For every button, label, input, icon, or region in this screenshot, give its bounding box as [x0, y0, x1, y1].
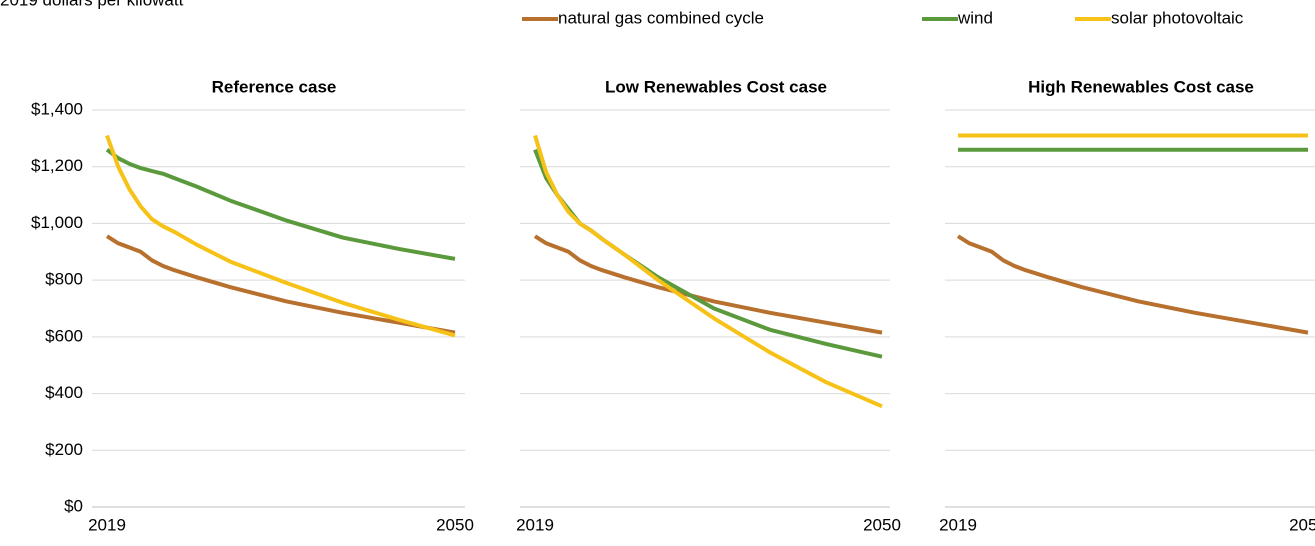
series-line: [533, 234, 883, 335]
y-tick-label: $600: [45, 326, 83, 345]
y-tick-label: $200: [45, 440, 83, 459]
panel-title: High Renewables Cost case: [1028, 77, 1254, 96]
panel-title: Low Renewables Cost case: [605, 77, 827, 96]
series-line: [956, 234, 1309, 335]
y-tick-label: $1,200: [31, 156, 83, 175]
x-tick-label: 2050: [1289, 515, 1315, 534]
x-tick-label: 2019: [516, 515, 554, 534]
x-tick-label: 2050: [436, 515, 474, 534]
y-tick-label: $0: [64, 496, 83, 515]
x-tick-label: 2019: [939, 515, 977, 534]
series-line: [105, 234, 456, 335]
series-line: [533, 134, 883, 409]
legend-label: wind: [957, 8, 993, 27]
y-tick-label: $400: [45, 383, 83, 402]
y-tick-label: $1,400: [31, 99, 83, 118]
y-axis-label: 2019 dollars per kilowatt: [0, 0, 184, 9]
legend-label: natural gas combined cycle: [558, 8, 764, 27]
series-line: [105, 134, 456, 338]
x-tick-label: 2019: [88, 515, 126, 534]
series-line: [105, 148, 456, 261]
legend-label: solar photovoltaic: [1111, 8, 1244, 27]
y-tick-label: $800: [45, 270, 83, 289]
panel-title: Reference case: [212, 77, 337, 96]
y-tick-label: $1,000: [31, 213, 83, 232]
x-tick-label: 2050: [863, 515, 901, 534]
series-line: [533, 148, 883, 359]
